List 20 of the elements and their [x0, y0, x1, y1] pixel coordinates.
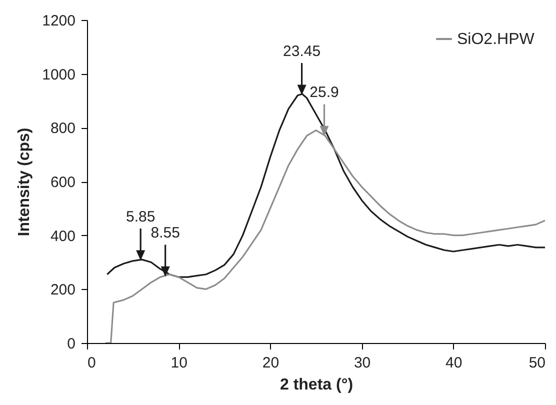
y-axis-title: Intensity (cps)	[16, 128, 34, 236]
annotation: 25.9	[310, 84, 339, 102]
y-tick-label: 800	[50, 120, 76, 138]
y-tick-label: 200	[50, 282, 76, 299]
y-tick-label: 600	[50, 174, 76, 191]
y-tick-label: 0	[67, 336, 76, 352]
y-tick-label: 400	[50, 228, 76, 245]
x-tick-label: 20	[262, 354, 280, 372]
x-axis-title: 2 theta (°)	[280, 376, 354, 394]
annotation: 8.55	[150, 224, 180, 242]
x-tick-label: 30	[354, 354, 371, 372]
legend-label: SiO2.HPW	[457, 31, 536, 48]
y-tick-label: 1000	[42, 66, 76, 84]
x-tick-label: 0	[88, 354, 96, 372]
annotation: 23.45	[283, 43, 321, 60]
x-tick-label: 10	[170, 354, 188, 372]
y-tick-label: 1200	[42, 12, 76, 30]
x-tick-label: 50	[528, 354, 546, 372]
x-tick-label: 40	[446, 354, 462, 372]
annotation: 5.85	[126, 208, 156, 226]
